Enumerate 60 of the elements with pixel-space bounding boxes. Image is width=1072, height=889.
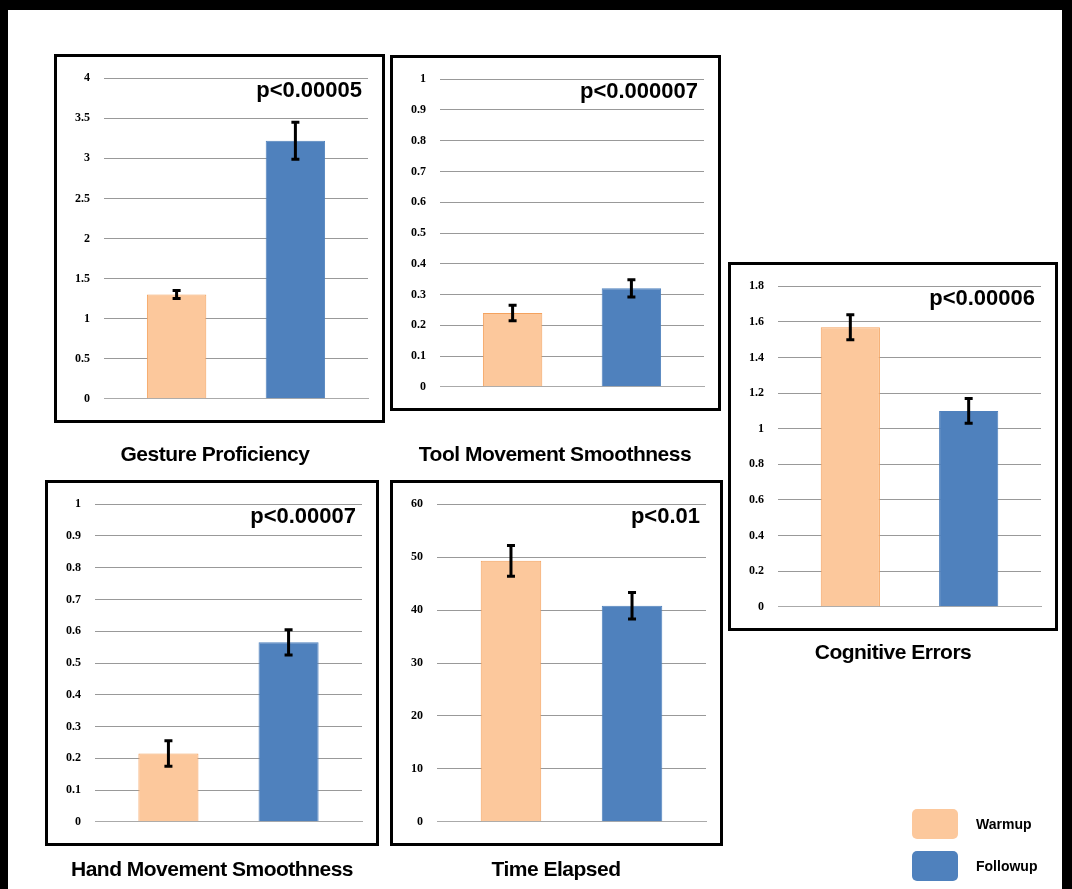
y-tick-label: 0 xyxy=(84,390,90,405)
text: Tool Movement Smoothness xyxy=(417,442,693,466)
y-tick-label: 0.1 xyxy=(411,348,426,363)
y-tick-label: 0.8 xyxy=(411,132,426,147)
y-tick-label: 0.5 xyxy=(411,225,426,240)
y-tick-label: 0.6 xyxy=(749,492,764,507)
y-tick-label: 0.2 xyxy=(66,750,81,765)
y-tick-label: 1.8 xyxy=(749,278,764,293)
y-tick-label: 0 xyxy=(420,378,426,393)
y-tick-label: 0.1 xyxy=(66,782,81,797)
annotation: p<0.01 xyxy=(630,503,700,529)
y-tick-label: 0 xyxy=(417,813,423,828)
legend-label: Warmup xyxy=(976,816,1032,832)
y-tick-label: 0.8 xyxy=(749,456,764,471)
y-tick-label: 1 xyxy=(75,496,81,511)
annotation: p<0.00006 xyxy=(929,285,1035,311)
y-tick-label: 0.7 xyxy=(411,163,426,178)
y-tick-label: 0.6 xyxy=(411,194,426,209)
y-tick-label: 40 xyxy=(411,602,423,617)
y-tick-label: 3.5 xyxy=(75,110,90,125)
y-tick-label: 2.5 xyxy=(75,190,90,205)
y-tick-label: 0.3 xyxy=(411,286,426,301)
annotation: p<0.00005 xyxy=(256,77,362,103)
y-tick-label: 1.6 xyxy=(749,313,764,328)
y-tick-label: 10 xyxy=(411,760,423,775)
y-tick-label: 0.5 xyxy=(66,655,81,670)
y-tick-label: 0.5 xyxy=(75,350,90,365)
y-tick-label: 1 xyxy=(758,420,764,435)
y-tick-label: 1.5 xyxy=(75,270,90,285)
y-tick-label: 0.9 xyxy=(66,528,81,543)
text: Hand Movement Smoothness xyxy=(69,857,354,881)
y-tick-label: 50 xyxy=(411,549,423,564)
y-tick-label: 0.9 xyxy=(411,102,426,117)
text: Gesture Proficiency xyxy=(119,442,311,466)
y-tick-label: 4 xyxy=(84,70,90,85)
y-tick-label: 0.2 xyxy=(411,317,426,332)
y-tick-label: 0.6 xyxy=(66,623,81,638)
text: Time Elapsed xyxy=(490,857,622,881)
y-tick-label: 0.4 xyxy=(749,527,764,542)
y-tick-label: 0.4 xyxy=(411,255,426,270)
y-tick-label: 0.3 xyxy=(66,718,81,733)
y-tick-label: 0.7 xyxy=(66,591,81,606)
y-tick-label: 1.2 xyxy=(749,385,764,400)
y-tick-label: 0.4 xyxy=(66,686,81,701)
y-tick-label: 1 xyxy=(84,310,90,325)
y-tick-label: 1.4 xyxy=(749,349,764,364)
y-tick-label: 0.2 xyxy=(749,563,764,578)
y-tick-label: 1 xyxy=(420,71,426,86)
legend-label: Followup xyxy=(976,858,1038,874)
y-tick-label: 0.8 xyxy=(66,559,81,574)
y-tick-label: 20 xyxy=(411,708,423,723)
y-tick-label: 30 xyxy=(411,655,423,670)
y-tick-label: 60 xyxy=(411,496,423,511)
annotation: p<0.00007 xyxy=(250,503,356,529)
y-tick-label: 3 xyxy=(84,150,90,165)
text: Cognitive Errors xyxy=(813,640,973,664)
y-tick-label: 0 xyxy=(758,598,764,613)
annotation: p<0.000007 xyxy=(579,78,698,104)
y-tick-label: 2 xyxy=(84,230,90,245)
y-tick-label: 0 xyxy=(75,813,81,828)
